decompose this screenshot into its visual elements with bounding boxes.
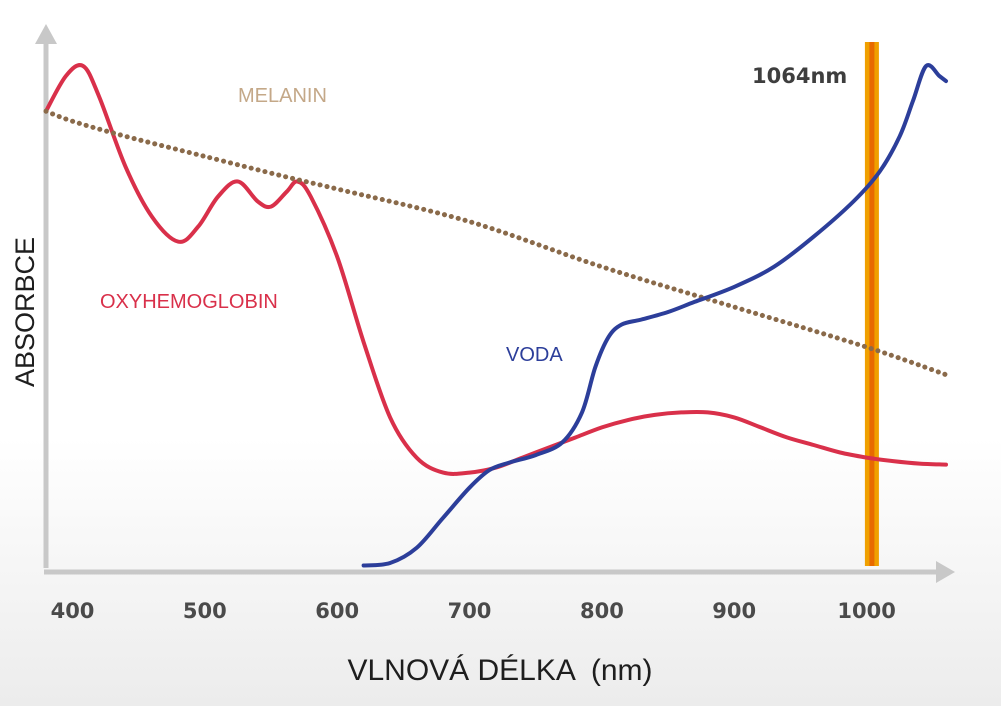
series-line-melanin [43,108,949,378]
x-axis-label: VLNOVÁ DÉLKA (nm) [347,654,652,687]
x-tick-label-500: 500 [183,599,227,623]
voda-label: VODA [506,344,563,366]
melanin-label: MELANIN [238,85,327,107]
x-tick-label-1000: 1000 [837,599,895,623]
series-line-voda [361,63,948,568]
x-tick-label-700: 700 [448,599,492,623]
x-axis-arrow [936,561,955,583]
y-axis-label: ABSORBCE [10,237,40,387]
y-axis-arrow [35,24,57,44]
axes [35,24,955,583]
x-tick-label-800: 800 [580,599,624,623]
x-tick-label-400: 400 [51,599,95,623]
x-tick-label-900: 900 [712,599,756,623]
laser-annotation-label: 1064nm [752,64,847,88]
laser-line-1064nm [864,42,879,566]
series-layer [43,63,949,568]
x-tick-label-600: 600 [315,599,359,623]
x-tick-labels: 400 500 600 700 800 900 1000 [51,599,896,623]
series-line-oxyhemoglobin [44,63,948,476]
laser-line-core [869,42,875,566]
oxyhemoglobin-label: OXYHEMOGLOBIN [100,291,278,313]
